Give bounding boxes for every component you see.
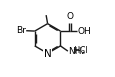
Text: NH₂: NH₂ (68, 47, 85, 56)
Text: OH: OH (77, 27, 90, 36)
Text: Br: Br (16, 26, 26, 35)
Text: N: N (43, 49, 51, 59)
Text: ·HCl: ·HCl (72, 46, 87, 55)
Text: O: O (66, 12, 73, 21)
